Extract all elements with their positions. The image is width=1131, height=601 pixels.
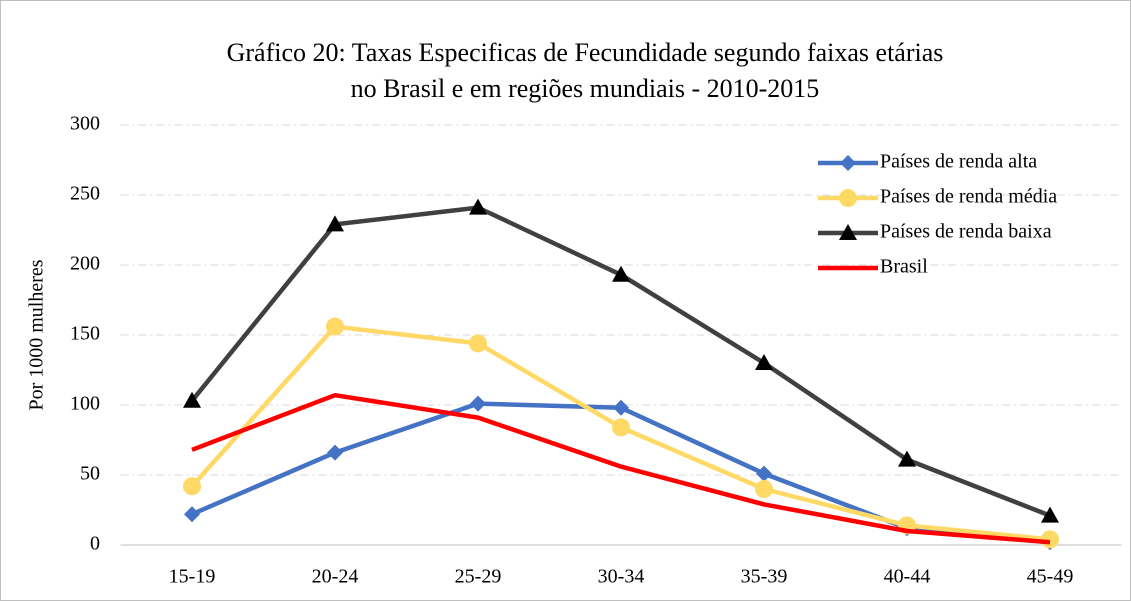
marker — [1041, 506, 1059, 523]
legend-label: Brasil — [880, 256, 928, 278]
y-tick-label: 100 — [70, 393, 100, 415]
marker — [755, 480, 773, 498]
marker — [755, 354, 773, 370]
chart-title: Gráfico 20: Taxas Especificas de Fecundi… — [227, 38, 944, 67]
marker — [183, 477, 201, 496]
marker — [327, 444, 343, 461]
marker — [613, 399, 629, 416]
y-tick-label: 300 — [70, 113, 100, 135]
legend-marker — [840, 155, 856, 171]
y-tick-label: 50 — [80, 463, 100, 485]
marker — [469, 198, 487, 215]
x-tick-label: 40-44 — [884, 566, 931, 588]
y-tick-label: 150 — [70, 323, 100, 345]
x-tick-label: 35-39 — [741, 566, 788, 588]
x-tick-label: 15-19 — [169, 566, 216, 588]
marker — [1041, 530, 1059, 549]
series-line — [191, 392, 1051, 545]
legend-label: Países de renda média — [880, 186, 1057, 208]
legend-marker — [839, 189, 857, 207]
y-axis-label: Por 1000 mulheres — [26, 259, 48, 410]
x-tick-label: 45-49 — [1027, 566, 1074, 588]
y-tick-label: 0 — [90, 533, 100, 555]
x-tick-label: 20-24 — [312, 566, 359, 588]
marker — [612, 418, 630, 437]
marker — [470, 395, 486, 412]
y-tick-label: 250 — [70, 183, 100, 205]
y-tick-label: 200 — [70, 253, 100, 275]
marker — [184, 506, 200, 523]
legend-label: Países de renda baixa — [880, 221, 1052, 243]
x-tick-label: 25-29 — [455, 566, 502, 588]
chart-title: no Brasil e em regiões mundiais - 2010-2… — [351, 74, 820, 103]
marker — [326, 317, 344, 336]
legend-marker — [839, 224, 857, 240]
legend-label: Países de renda alta — [880, 151, 1037, 173]
marker — [326, 215, 344, 232]
x-tick-label: 30-34 — [598, 566, 645, 588]
marker — [612, 265, 630, 282]
marker — [469, 334, 487, 353]
marker — [898, 450, 916, 467]
marker — [183, 391, 201, 408]
marker — [756, 465, 772, 482]
